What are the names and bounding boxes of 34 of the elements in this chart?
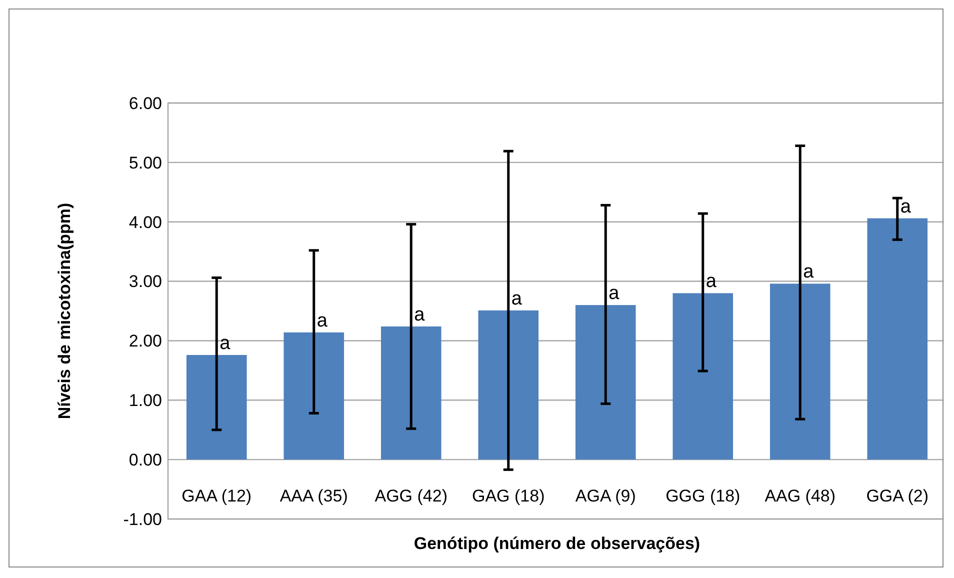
- data-label: a: [414, 304, 426, 326]
- bar: [478, 310, 539, 460]
- x-tick-label: AAA (35): [280, 486, 348, 506]
- y-tick-label: 2.00: [128, 332, 162, 351]
- bar: [284, 332, 344, 460]
- data-label: a: [511, 288, 522, 310]
- bar: [575, 305, 636, 460]
- x-tick-label: AGA (9): [575, 486, 636, 506]
- bar: [770, 284, 830, 460]
- bar: [867, 218, 928, 460]
- data-label: a: [803, 262, 814, 283]
- x-tick-label: GAA (12): [182, 486, 252, 506]
- data-label: a: [608, 283, 620, 304]
- y-tick-label: 5.00: [128, 153, 162, 172]
- x-tick-label: GGA (2): [866, 486, 929, 506]
- y-tick-label: 1.00: [128, 391, 162, 410]
- y-tick-label: 6.00: [128, 94, 162, 113]
- bar: [380, 326, 442, 460]
- y-tick-label: 0.00: [128, 450, 162, 470]
- data-label: a: [220, 332, 231, 354]
- y-tick-label: 4.00: [128, 212, 162, 232]
- x-tick-label: GGG (18): [666, 486, 740, 506]
- y-axis-title: Níveis de micotoxina(ppm): [55, 202, 74, 420]
- data-label: a: [706, 271, 717, 292]
- x-axis-title: Genótipo (número de observações): [414, 534, 700, 553]
- y-tick-label: -1.00: [123, 510, 162, 529]
- bar: [672, 293, 734, 460]
- x-tick-label: AAG (48): [764, 486, 836, 506]
- data-label: a: [900, 196, 912, 218]
- x-tick-label: GAG (18): [472, 486, 545, 506]
- x-tick-label: AGG (42): [374, 486, 448, 506]
- data-label: a: [316, 310, 328, 332]
- y-tick-label: 3.00: [128, 272, 162, 292]
- bar: [186, 354, 247, 460]
